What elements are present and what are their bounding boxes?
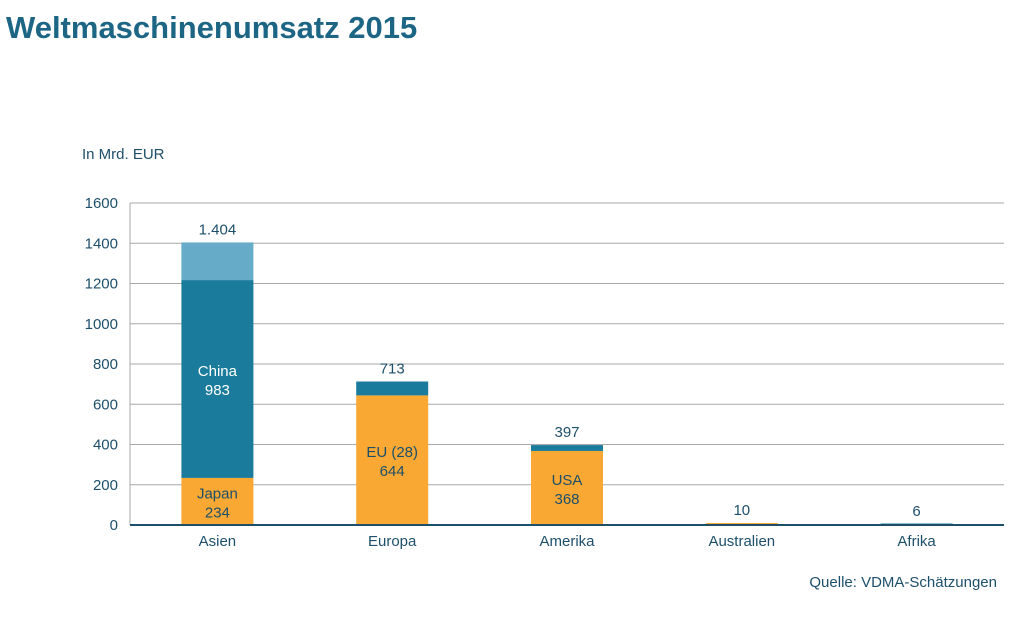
- x-tick-label: Afrika: [897, 533, 936, 550]
- bar-segment: [356, 381, 429, 396]
- x-tick-label: Amerika: [539, 533, 595, 550]
- y-tick-label: 1000: [85, 316, 118, 333]
- bar-segment: [181, 477, 254, 525]
- y-tick-label: 800: [93, 356, 118, 373]
- y-tick-label: 1200: [85, 276, 118, 293]
- chart-title: Weltmaschinenumsatz 2015: [6, 10, 418, 45]
- bar-segment: [356, 395, 429, 525]
- bar-segment: [531, 450, 603, 525]
- y-tick-label: 600: [93, 396, 118, 413]
- y-tick-label: 400: [93, 437, 118, 454]
- y-axis-unit-label: In Mrd. EUR: [82, 146, 165, 163]
- source-note: Quelle: VDMA-Schätzungen: [809, 574, 997, 591]
- segment-value-label: 234: [205, 504, 230, 521]
- x-tick-label: Asien: [199, 533, 237, 550]
- segment-label: EU (28): [366, 444, 418, 461]
- y-tick-label: 1400: [85, 235, 118, 252]
- segment-value-label: 983: [205, 382, 230, 399]
- x-tick-label: Australien: [708, 533, 775, 550]
- segment-value-label: 368: [554, 491, 579, 508]
- segment-label: Japan: [197, 485, 238, 502]
- segment-label: USA: [552, 472, 583, 489]
- y-tick-label: 0: [110, 517, 118, 534]
- bar-total-label: 6: [912, 503, 920, 520]
- y-tick-label: 1600: [85, 195, 118, 212]
- bar-segment: [181, 280, 254, 478]
- bar-segment: [705, 522, 778, 525]
- bar-total-label: 713: [380, 361, 405, 378]
- segment-label: China: [198, 363, 238, 380]
- bar-total-label: 397: [554, 424, 579, 441]
- x-tick-label: Europa: [368, 533, 417, 550]
- bar-segment: [181, 242, 254, 281]
- y-tick-label: 200: [93, 477, 118, 494]
- segment-value-label: 644: [380, 463, 405, 480]
- bar-total-label: 10: [733, 502, 750, 519]
- bar-segment: [531, 445, 603, 451]
- bar-total-label: 1.404: [199, 221, 237, 238]
